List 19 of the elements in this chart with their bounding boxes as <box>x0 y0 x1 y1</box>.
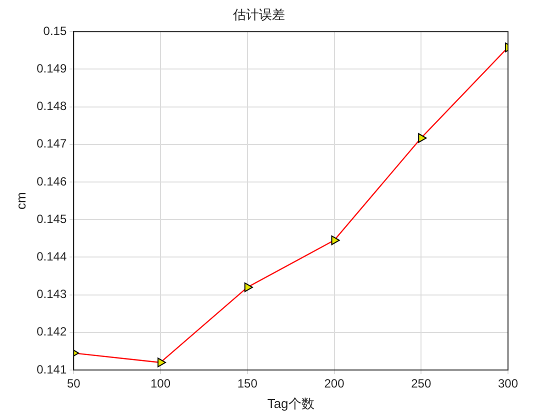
x-tick-label: 150 <box>237 376 258 391</box>
y-tick-label: 0.147 <box>36 136 67 151</box>
chart-title: 估计误差 <box>232 8 285 24</box>
y-tick-label: 0.141 <box>36 362 67 376</box>
y-tick-label: 0.143 <box>36 287 67 302</box>
x-tick-label: 50 <box>66 376 81 391</box>
x-axis-title: Tag个数 <box>267 396 314 411</box>
y-tick-label: 0.142 <box>36 324 67 339</box>
y-tick-label: 0.144 <box>36 250 67 264</box>
y-tick-label: 0.146 <box>36 174 67 188</box>
y-tick-label: 0.15 <box>43 24 67 38</box>
x-tick-label: 300 <box>498 376 518 391</box>
x-tick-label: 200 <box>324 376 345 391</box>
x-tick-label: 250 <box>411 376 432 391</box>
y-tick-label: 0.148 <box>36 99 67 114</box>
y-tick-label: 0.145 <box>36 212 67 226</box>
y-axis-title: cm <box>13 192 28 210</box>
y-tick-label: 0.149 <box>36 62 67 76</box>
x-tick-label: 100 <box>150 376 171 391</box>
